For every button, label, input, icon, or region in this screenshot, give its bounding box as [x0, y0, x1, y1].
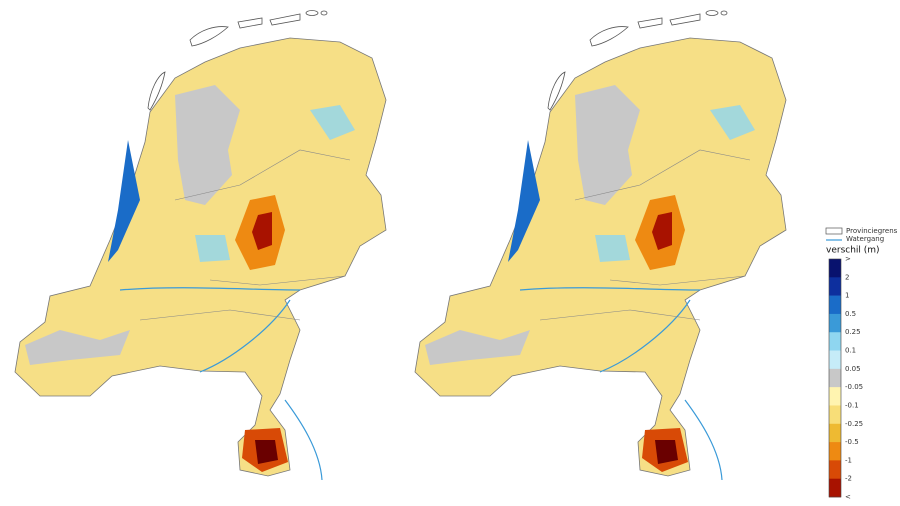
colorbar-label: > [845, 255, 851, 263]
colorbar-label: 2 [845, 273, 849, 281]
colorbar-label: -2 [845, 475, 852, 483]
legend-swatch [825, 227, 843, 235]
colorbar-segment [829, 332, 841, 351]
colorbar-title: verschil (m) [826, 246, 880, 256]
colorbar-label: 0.05 [845, 365, 861, 373]
colorbar-frame [828, 258, 842, 498]
colorbar-segment [829, 313, 841, 333]
colorbar-label: -0.05 [845, 383, 863, 391]
colorbar-segment [829, 368, 841, 388]
colorbar-segment [829, 442, 841, 461]
colorbar-label: -0.5 [845, 438, 859, 446]
map-scenario [414, 9, 787, 481]
colorbar-label: 0.1 [845, 347, 856, 355]
colorbar-segment [829, 405, 841, 425]
colorbar-segment [829, 460, 841, 479]
colorbar-label: 0.5 [845, 310, 856, 318]
legend-label: Watergang [846, 235, 884, 243]
colorbar-segment [829, 350, 841, 370]
colorbar-segment [829, 277, 841, 296]
map-reference [14, 9, 387, 481]
colorbar-label: 0.25 [845, 328, 861, 336]
colorbar-segment [829, 423, 841, 443]
colorbar-segment [829, 295, 841, 315]
colorbar-segment [829, 259, 841, 278]
colorbar-label: -0.1 [845, 401, 859, 409]
colorbar-label: -0.25 [845, 420, 863, 428]
colorbar-label: 1 [845, 292, 849, 300]
colorbar-segment [829, 478, 841, 498]
colorbar-label: -1 [845, 456, 852, 464]
colorbar-segment [829, 387, 841, 406]
legend-label: Provinciegrens [846, 227, 898, 235]
colorbar-label: < [845, 493, 851, 501]
legend: Provinciegrens Watergang verschil (m) [825, 227, 898, 256]
